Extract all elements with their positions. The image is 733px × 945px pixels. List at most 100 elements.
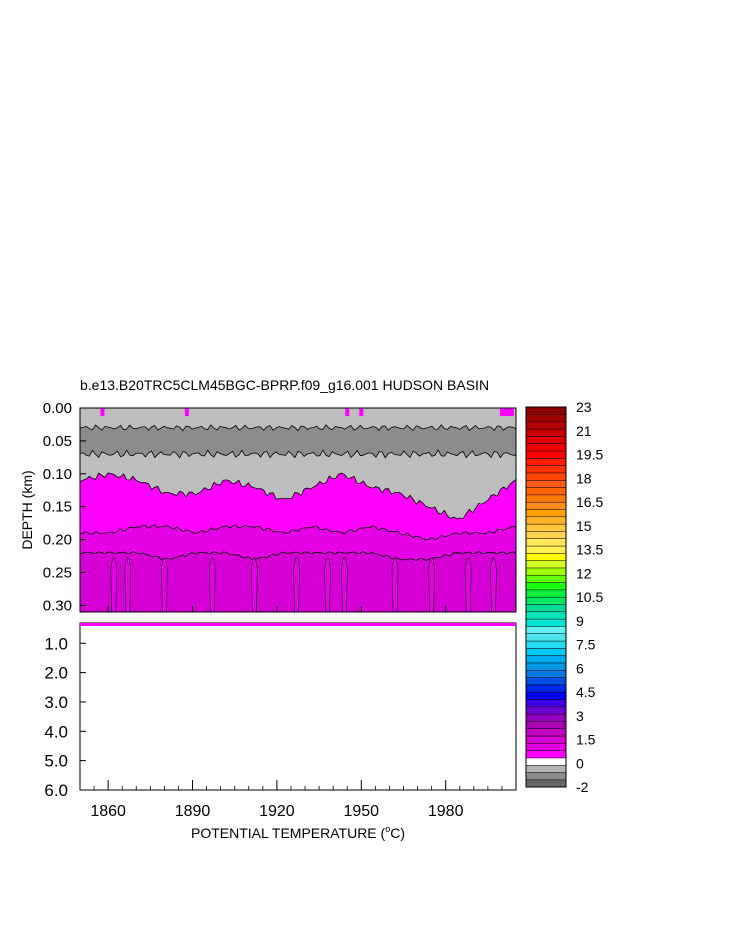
surface-patch-1	[184, 408, 189, 416]
colorbar-swatch	[525, 501, 567, 510]
plume-2	[161, 557, 168, 612]
x-tick-label: 1920	[259, 803, 295, 820]
colorbar-label: 15	[576, 518, 592, 534]
colorbar-swatch	[525, 582, 567, 591]
x-tick-label: 1950	[343, 803, 379, 820]
colorbar-swatch	[525, 509, 567, 518]
upper-depth-panel: 0.00 0.05 0.10 0.15 0.20 0.25 0.30	[43, 400, 517, 614]
colorbar-swatch	[525, 406, 567, 415]
lower-y-tick-label: 5.0	[44, 752, 68, 771]
upper-y-tick-label: 0.25	[43, 565, 72, 582]
colorbar-swatch	[525, 691, 567, 700]
plume-11	[490, 557, 497, 612]
plume-5	[293, 557, 300, 612]
colorbar-label: 9	[576, 613, 584, 629]
colorbar-swatch	[525, 647, 567, 656]
lower-depth-panel: 1.0 2.0 3.0 4.0 5.0 6.0	[44, 622, 517, 800]
colorbar-swatch	[525, 611, 567, 620]
colorbar-label: 19.5	[576, 447, 603, 463]
contour-line-0	[80, 472, 516, 520]
contour-line-4	[80, 449, 516, 459]
colorbar-frame	[525, 406, 567, 788]
plume-9	[428, 557, 435, 612]
colorbar-swatch	[525, 494, 567, 503]
colorbar: 23 21 19.5 18 16.5 15 13.5 12 10.5 9 7.5 6 4.5 3 1.5 0 -…	[525, 399, 603, 795]
lower-y-tick-label: 3.0	[44, 693, 68, 712]
colorbar-swatch	[525, 457, 567, 466]
plume-1	[124, 557, 132, 612]
upper-y-tick-label: 0.05	[43, 433, 72, 450]
lower-y-tick-label: 4.0	[44, 722, 68, 741]
upper-y-tick-label: 0.00	[43, 400, 72, 417]
plume-6	[324, 557, 331, 612]
y-axis-label: DEPTH (km)	[19, 470, 35, 549]
upper-y-tick-label: 0.20	[43, 532, 72, 549]
plume-7	[341, 557, 348, 612]
colorbar-swatch	[525, 750, 567, 759]
colorbar-swatch	[525, 414, 567, 423]
x-axis: 1860 1890 1920 1950 1980	[90, 606, 517, 820]
colorbar-swatch	[525, 677, 567, 686]
x-axis-label-tail: C)	[390, 825, 405, 841]
colorbar-swatch	[525, 669, 567, 678]
colorbar-swatch	[525, 472, 567, 481]
colorbar-swatch	[525, 560, 567, 569]
colorbar-label: 23	[576, 399, 592, 415]
colorbar-swatch	[525, 589, 567, 598]
contour-line-2	[80, 550, 516, 562]
plume-8	[391, 557, 399, 612]
plume-4	[251, 557, 258, 612]
colorbar-swatch	[525, 435, 567, 444]
y-axis-label-group: DEPTH (km)	[19, 470, 35, 549]
plume-3	[208, 557, 216, 612]
upper-y-tick-label: 0.10	[43, 466, 72, 483]
chart-title: b.e13.B20TRC5CLM45BGC-BPRP.f09_g16.001 H…	[80, 377, 489, 393]
colorbar-swatch	[525, 757, 567, 766]
colorbar-swatch	[525, 713, 567, 722]
colorbar-swatch	[525, 421, 567, 430]
colorbar-swatch	[525, 625, 567, 634]
colorbar-label: 1.5	[576, 732, 596, 748]
colorbar-label: 7.5	[576, 637, 596, 653]
upper-frame	[79, 407, 517, 613]
colorbar-label: -2	[576, 779, 589, 795]
colorbar-swatch	[525, 487, 567, 496]
surface-patch-3	[359, 408, 364, 416]
colorbar-swatch	[525, 684, 567, 693]
colorbar-swatch	[525, 596, 567, 605]
colorbar-label: 12	[576, 565, 592, 581]
lower-top-strip	[80, 623, 516, 626]
colorbar-swatch	[525, 633, 567, 642]
field-cold-band	[80, 424, 516, 458]
colorbar-swatch	[525, 604, 567, 613]
contour-line-1	[80, 524, 516, 541]
colorbar-swatch	[525, 618, 567, 627]
x-axis-label: POTENTIAL TEMPERATURE (oC)	[191, 824, 405, 841]
colorbar-swatch	[525, 728, 567, 737]
colorbar-label: 18	[576, 470, 592, 486]
colorbar-swatch	[525, 552, 567, 561]
colorbar-label: 3	[576, 708, 584, 724]
colorbar-swatch	[525, 538, 567, 547]
x-tick-label: 1890	[175, 803, 211, 820]
colorbar-swatch	[525, 516, 567, 525]
x-tick-label: 1860	[90, 803, 126, 820]
colorbar-label: 16.5	[576, 494, 603, 510]
colorbar-swatch	[525, 640, 567, 649]
x-tick-label: 1980	[428, 803, 464, 820]
colorbar-swatch	[525, 699, 567, 708]
colorbar-swatch	[525, 742, 567, 751]
colorbar-swatch	[525, 523, 567, 532]
x-axis-label-main: POTENTIAL TEMPERATURE (	[191, 825, 386, 841]
surface-patch-2	[345, 408, 350, 416]
colorbar-swatch	[525, 720, 567, 729]
colorbar-swatch	[525, 479, 567, 488]
colorbar-swatch	[525, 443, 567, 452]
colorbar-label: 21	[576, 423, 592, 439]
colorbar-swatch	[525, 706, 567, 715]
surface-patch-0	[100, 408, 105, 416]
colorbar-swatch	[525, 545, 567, 554]
colorbar-swatch	[525, 530, 567, 539]
colorbar-label: 6	[576, 660, 584, 676]
